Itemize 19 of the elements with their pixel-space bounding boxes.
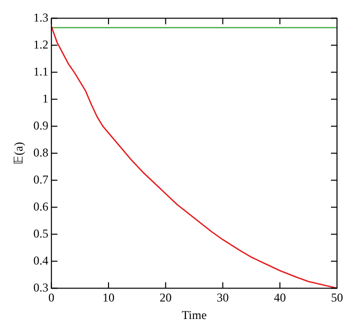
y-tick-label: 0.8 [33, 145, 48, 160]
y-tick-label: 0.6 [33, 199, 48, 214]
y-tick-label: 0.7 [33, 172, 48, 186]
x-axis-title: Time [182, 308, 207, 322]
x-tick-label: 10 [102, 290, 115, 305]
y-tick-label: 0.9 [33, 118, 48, 132]
y-axis-title: 𝔼(a) [11, 142, 26, 164]
y-tick-label: 1.3 [33, 10, 48, 24]
y-tick-label: 1 [42, 91, 48, 106]
y-tick-label: 0.5 [33, 226, 48, 240]
x-tick-label: 40 [274, 290, 286, 305]
y-tick-label: 0.3 [33, 280, 48, 294]
y-tick-label: 1.2 [33, 37, 48, 52]
x-tick-label: 0 [48, 290, 54, 305]
y-tick-label: 0.4 [33, 253, 48, 268]
x-tick-label: 50 [331, 290, 343, 305]
x-tick-label: 20 [160, 290, 172, 305]
y-tick-label: 1.1 [33, 64, 48, 78]
x-tick-label: 30 [216, 290, 229, 305]
